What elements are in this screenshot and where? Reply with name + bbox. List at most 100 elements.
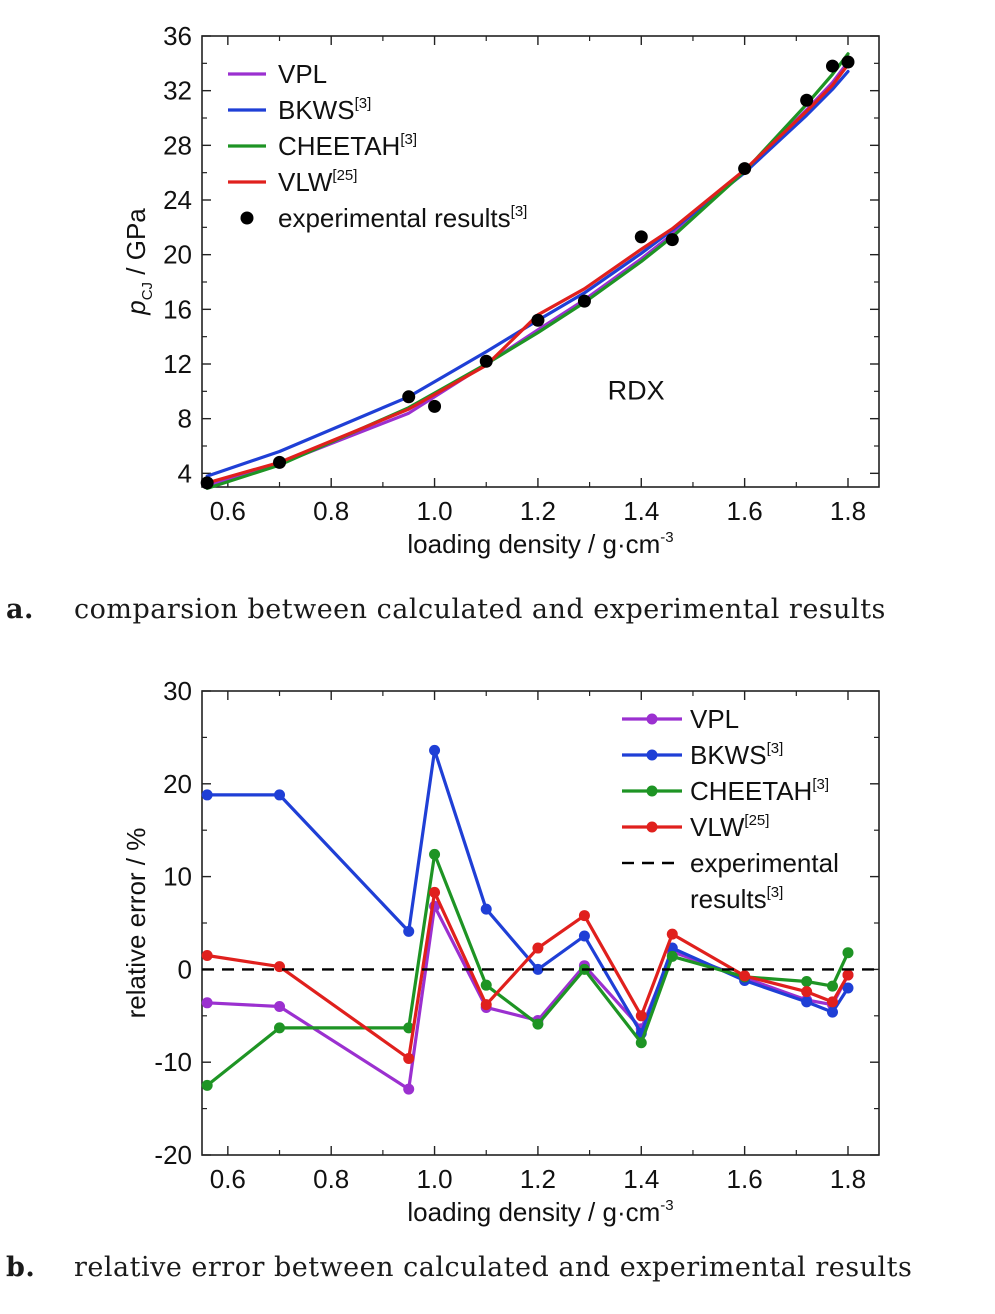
legend-label-vpl: VPL (278, 59, 327, 89)
x-tick-label: 1.4 (623, 496, 659, 526)
legend-label-bkws: BKWS[3] (690, 740, 783, 770)
data-point-vlw (739, 970, 751, 982)
legend-label-experimental-results: experimental results[3] (278, 203, 527, 233)
legend-label-sup: [3] (355, 95, 372, 112)
y-axis-label-sub: CJ (139, 282, 156, 300)
caption-a-letter: a. (6, 594, 34, 625)
y-axis-label-var: p (121, 300, 151, 315)
y-tick-label: -20 (154, 1140, 192, 1170)
data-point-bkws (201, 789, 213, 801)
legend-label-sup: [25] (332, 167, 357, 184)
x-tick-label: 1.6 (727, 1164, 763, 1194)
caption-b-text: relative error between calculated and ex… (74, 1252, 913, 1283)
data-point-bkws (578, 930, 590, 942)
y-tick-label: 12 (163, 349, 192, 379)
legend: VPL BKWS[3] CHEETAH[3] VLW[25] experimental … (228, 59, 527, 233)
data-point-bkws (429, 744, 441, 756)
data-point-vlw (480, 999, 492, 1011)
series-line-bkws (205, 69, 850, 478)
legend-label-vlw: VLW[25] (278, 167, 357, 197)
data-point-bkws (480, 903, 492, 915)
x-axis-label-sup: -3 (660, 1197, 673, 1214)
data-point-vlw (403, 1052, 415, 1064)
y-tick-label: 20 (163, 769, 192, 799)
data-point-vlw (201, 949, 213, 961)
data-point-cheetah (480, 979, 492, 991)
x-tick-label: 1.0 (416, 496, 452, 526)
chart-a: 0.6 0.8 1.0 1.2 1.4 1.6 1.8 4 8 12 16 20 24 28 32 36 loa… (121, 21, 880, 559)
data-point-cheetah (826, 980, 838, 992)
y-tick-label: 4 (178, 458, 192, 488)
data-point-experimental-results (841, 55, 855, 69)
x-tick-label: 1.4 (623, 1164, 659, 1194)
series-line-vlw (205, 63, 850, 485)
x-tick-label: 1.2 (520, 1164, 556, 1194)
data-point-bkws (801, 996, 813, 1008)
x-axis-label: loading density / g·cm-3 (407, 1197, 673, 1227)
data-point-cheetah (842, 947, 854, 959)
y-tick-label: 0 (178, 954, 192, 984)
data-point-vpl (201, 997, 213, 1009)
data-point-cheetah (429, 848, 441, 860)
legend-label-sup: [3] (767, 740, 784, 757)
y-tick-label: 32 (163, 76, 192, 106)
legend-label-experimental-results-cont: results[3] (690, 884, 783, 914)
data-point-vlw (801, 986, 813, 998)
y-tick-label: 28 (163, 130, 192, 160)
x-tick-label: 1.8 (830, 1164, 866, 1194)
data-point-experimental-results (273, 455, 287, 469)
data-point-bkws (842, 982, 854, 994)
data-point-vlw (635, 1010, 647, 1022)
legend-label-bkws: BKWS[3] (278, 95, 371, 125)
y-tick-label: -10 (154, 1047, 192, 1077)
legend-marker-bkws (646, 749, 658, 761)
x-tick-label: 1.0 (416, 1164, 452, 1194)
chart-b: 0.6 0.8 1.0 1.2 1.4 1.6 1.8 -20 -10 0 10 20 30 loadin… (121, 676, 880, 1227)
series-line-vpl (205, 904, 850, 1091)
data-point-cheetah (201, 1079, 213, 1091)
legend-marker-vlw (646, 821, 658, 833)
data-point-experimental-results (825, 59, 839, 73)
x-tick-label: 0.6 (210, 1164, 246, 1194)
caption-a-text: comparsion between calculated and experi… (74, 594, 886, 625)
data-point-experimental-results (479, 354, 493, 368)
data-point-experimental-results (428, 399, 442, 413)
legend-marker-experimental-results (240, 211, 254, 225)
data-point-bkws (403, 925, 415, 937)
x-tick-label: 0.8 (313, 496, 349, 526)
y-tick-label: 8 (178, 404, 192, 434)
data-point-experimental-results (577, 294, 591, 308)
y-axis-label-unit: / GPa (121, 208, 151, 282)
legend-marker-cheetah (646, 785, 658, 797)
y-tick-label: 16 (163, 294, 192, 324)
data-point-experimental-results (531, 313, 545, 327)
legend-marker-vpl (646, 713, 658, 725)
data-point-bkws (274, 789, 286, 801)
series-line-vlw (205, 890, 850, 1061)
caption-a: a. comparsion between calculated and expe… (6, 594, 886, 625)
caption-b: b. relative error between calculated and … (6, 1252, 912, 1283)
plot-frame (201, 35, 880, 488)
rdx-annotation: RDX (608, 376, 665, 406)
y-tick-label: 30 (163, 676, 192, 706)
data-point-cheetah (635, 1037, 647, 1049)
data-point-experimental-results (200, 476, 214, 490)
legend: VPL BKWS[3] CHEETAH[3] VLW[25] experimental r… (622, 704, 839, 914)
data-point-vpl (403, 1083, 415, 1095)
data-point-experimental-results (634, 230, 648, 244)
y-tick-label: 24 (163, 185, 192, 215)
data-point-bkws (532, 963, 544, 975)
data-point-vlw (532, 942, 544, 954)
data-point-vlw (429, 886, 441, 898)
data-point-experimental-results (665, 233, 679, 247)
legend-label-sup: [3] (812, 776, 829, 793)
legend-label-sup: [3] (767, 884, 784, 901)
y-tick-label: 10 (163, 862, 192, 892)
y-tick-label: 20 (163, 240, 192, 270)
x-axis-label-sup: -3 (660, 529, 673, 546)
data-point-cheetah (666, 950, 678, 962)
data-point-vpl (274, 1001, 286, 1013)
x-tick-label: 1.6 (727, 496, 763, 526)
data-point-experimental-results (738, 162, 752, 176)
